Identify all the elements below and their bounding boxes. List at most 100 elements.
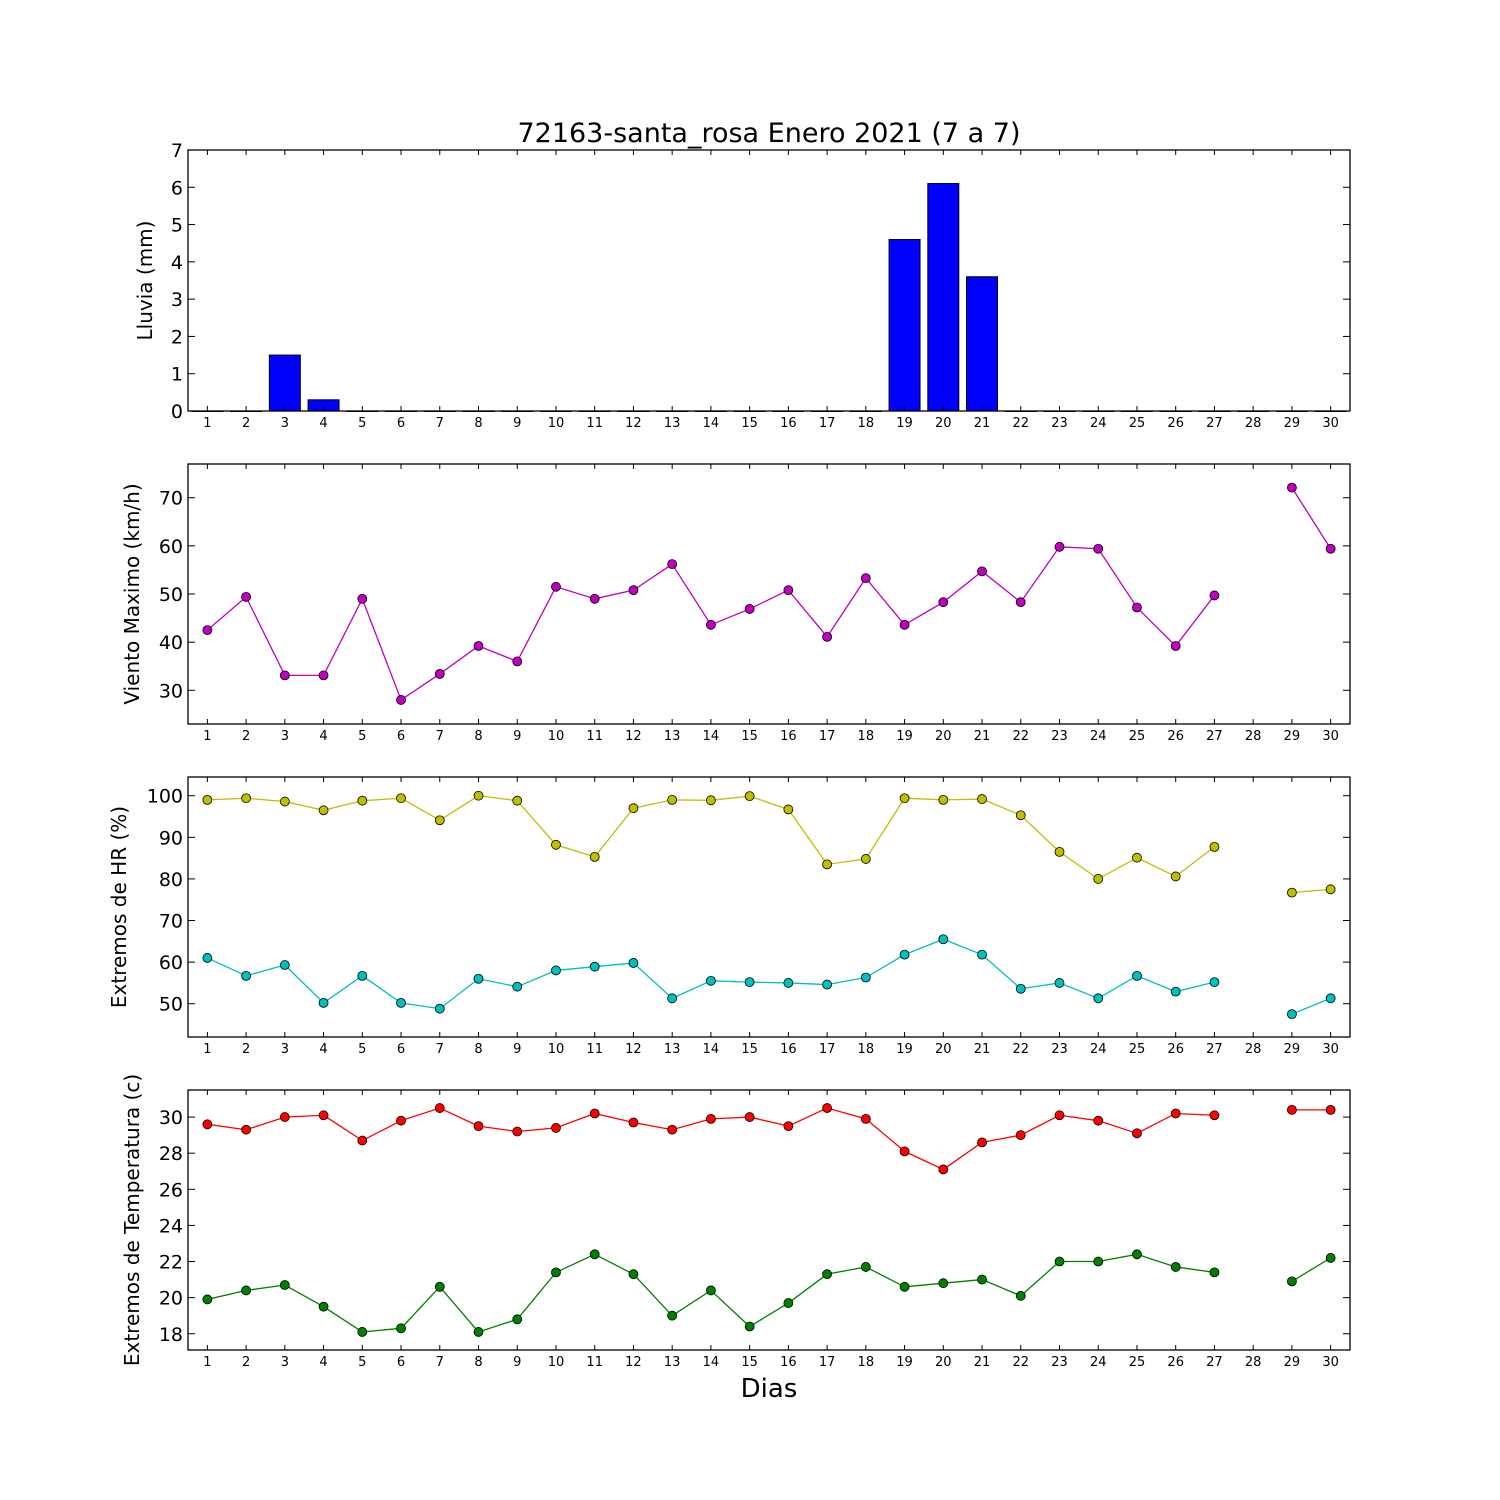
x-tick-label: 20 [935,1042,952,1057]
x-tick-label: 25 [1129,729,1146,744]
data-point [744,977,755,987]
data-point [938,1278,949,1289]
x-tick-label: 3 [281,729,289,744]
x-tick-label: 27 [1206,729,1223,744]
data-point [396,997,406,1008]
x-tick-label: 22 [1012,1355,1029,1370]
data-point [1170,1262,1181,1272]
x-tick-label: 19 [896,729,913,744]
data-point [434,815,445,826]
data-point [434,1281,445,1292]
x-tick-label: 18 [858,1355,875,1370]
data-point [279,796,290,807]
data-point [1209,1110,1220,1121]
data-point [473,1327,484,1337]
x-tick-label: 11 [586,1355,603,1370]
y-tick-label: 0 [171,401,183,423]
x-tick-label: 19 [896,1355,913,1370]
x-tick-label: 8 [474,416,482,431]
y-tick-label: 18 [159,1324,183,1346]
x-tick-label: 25 [1129,416,1146,431]
x-tick-label: 15 [741,1355,758,1370]
x-tick-label: 27 [1206,1355,1223,1370]
data-point [1209,977,1220,987]
data-point [1015,983,1026,994]
x-tick-label: 1 [203,729,211,744]
panels: 1 2 3 4 5 6 7 8 9 10 11 12 13 14 15 16 17 18 19 20 21 22 23 24 2… [107,140,1351,1370]
y-tick-label: 60 [159,952,183,974]
x-tick-label: 1 [203,416,211,431]
data-point [706,975,716,986]
data-point [1325,884,1336,895]
x-tick-label: 19 [896,416,913,431]
data-point [357,1135,368,1146]
x-tick-label: 4 [319,1355,327,1370]
data-point [1132,970,1142,981]
y-tick-label: 30 [159,680,183,702]
x-tick-label: 3 [281,1355,289,1370]
y-tick-label: 50 [159,584,183,606]
data-point [512,656,523,667]
x-tick-label: 9 [513,729,521,744]
x-tick-label: 20 [935,416,952,431]
y-tick-label: 70 [159,911,183,933]
x-tick-label: 2 [242,416,250,431]
y-tick-label: 2 [171,326,183,348]
x-tick-label: 27 [1206,1042,1223,1057]
y-tick-label: 40 [159,632,183,654]
x-tick-label: 11 [586,1042,603,1057]
y-axis-label: Extremos de Temperatura (c) [120,1074,144,1366]
x-tick-label: 21 [974,729,991,744]
data-point [1325,543,1336,554]
data-point [318,670,329,681]
y-tick-label: 50 [159,994,183,1016]
x-tick-label: 21 [974,1042,991,1057]
data-point [667,1310,678,1321]
data-point [977,949,987,960]
data-point [628,803,639,814]
series-temperatura-0 [202,1103,1336,1175]
data-point [1209,841,1220,852]
data-point [318,1301,329,1312]
y-axis-label: Viento Maximo (km/h) [120,483,144,704]
x-tick-label: 24 [1090,1042,1107,1057]
x-tick-label: 5 [358,1042,366,1057]
data-point [899,1146,910,1157]
data-point [1015,1290,1026,1301]
x-tick-label: 7 [436,1042,444,1057]
data-point [357,795,368,806]
data-point [783,1121,794,1132]
x-tick-label: 24 [1090,416,1107,431]
x-tick-label: 13 [664,416,681,431]
x-tick-label: 8 [474,1042,482,1057]
data-point [1287,887,1297,898]
x-tick-label: 3 [281,1042,289,1057]
x-tick-label: 30 [1322,1042,1339,1057]
x-tick-label: 16 [780,729,797,744]
data-point [1170,871,1181,882]
x-tick-label: 2 [242,729,250,744]
data-point [279,1112,290,1122]
data-point [589,1108,600,1119]
x-tick-label: 9 [513,1042,521,1057]
data-point [938,597,949,608]
data-point [860,854,871,864]
data-point [279,1280,290,1290]
x-tick-label: 26 [1167,1355,1184,1370]
data-point [1093,874,1104,884]
data-point [1170,986,1181,997]
data-point [744,1112,755,1122]
y-tick-label: 24 [159,1215,183,1237]
data-point [977,794,987,804]
data-point [860,972,871,983]
x-tick-label: 14 [703,1355,720,1370]
data-point [473,790,484,801]
bar [888,238,921,412]
x-tick-label: 17 [819,1355,836,1370]
data-point [1015,810,1026,821]
data-point [744,791,755,802]
x-tick-label: 6 [397,1042,405,1057]
data-point [202,953,213,963]
series-line [1291,997,1331,1015]
